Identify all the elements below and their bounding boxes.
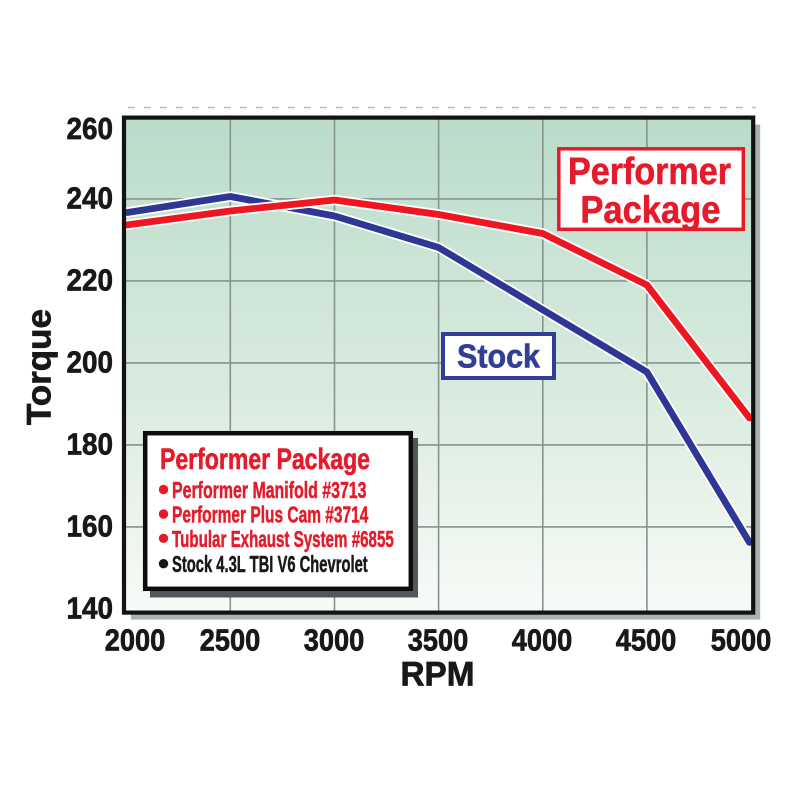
svg-text:Performer Package: Performer Package [160,443,370,476]
svg-text:Performer: Performer [568,151,731,193]
svg-text:Tubular Exhaust System #6855: Tubular Exhaust System #6855 [172,526,394,552]
svg-text:160: 160 [67,509,114,544]
svg-text:200: 200 [67,345,114,380]
svg-text:180: 180 [67,427,114,462]
svg-text:220: 220 [67,263,114,298]
svg-text:3500: 3500 [408,623,469,658]
svg-text:3000: 3000 [304,623,365,658]
svg-text:4000: 4000 [512,623,573,658]
svg-text:Stock: Stock [457,338,541,375]
svg-text:Torque: Torque [21,309,59,425]
svg-text:Stock 4.3L TBI V6 Chevrolet: Stock 4.3L TBI V6 Chevrolet [172,551,368,577]
svg-text:Performer Manifold #3713: Performer Manifold #3713 [172,477,367,503]
svg-text:Package: Package [580,190,720,232]
svg-text:4500: 4500 [616,623,677,658]
svg-text:240: 240 [67,181,114,216]
svg-text:RPM: RPM [401,655,475,693]
svg-text:Performer Plus Cam #3714: Performer Plus Cam #3714 [172,502,369,528]
svg-text:140: 140 [67,591,114,626]
svg-text:2000: 2000 [105,623,166,658]
svg-text:5000: 5000 [711,623,772,658]
svg-text:260: 260 [67,111,114,146]
svg-text:2500: 2500 [200,623,261,658]
